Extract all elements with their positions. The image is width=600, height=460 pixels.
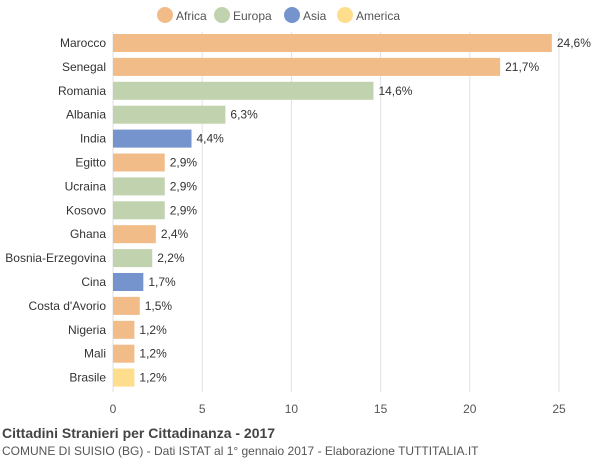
category-label: Romania bbox=[58, 84, 106, 98]
category-label: Ucraina bbox=[65, 179, 107, 193]
category-label: Ghana bbox=[70, 227, 106, 241]
value-label: 2,9% bbox=[170, 203, 198, 217]
bar-cina bbox=[113, 273, 144, 291]
legend-swatch-america bbox=[337, 7, 353, 23]
category-label: Egitto bbox=[75, 156, 106, 170]
bar-brasile bbox=[113, 368, 135, 387]
legend-swatch-africa bbox=[157, 7, 173, 23]
category-label: Senegal bbox=[62, 60, 106, 74]
category-label: Costa d'Avorio bbox=[29, 299, 107, 313]
bar-ghana bbox=[113, 225, 156, 244]
x-tick-label: 15 bbox=[374, 402, 388, 416]
bar-costa-d-avorio bbox=[113, 296, 140, 315]
bar-chart: 0 5 10 15 20 25 Marocco 24,6% Senegal 21,7% Romani… bbox=[5, 7, 591, 416]
value-label: 2,4% bbox=[161, 227, 189, 241]
category-label: India bbox=[80, 132, 106, 146]
chart-subtitle: COMUNE DI SUISIO (BG) - Dati ISTAT al 1°… bbox=[2, 444, 479, 458]
bar-romania bbox=[113, 81, 374, 100]
chart-title: Cittadini Stranieri per Cittadinanza - 2… bbox=[2, 425, 276, 441]
value-label: 4,4% bbox=[196, 132, 224, 146]
bar-nigeria bbox=[113, 320, 135, 339]
legend-label: Europa bbox=[233, 9, 272, 23]
legend-swatch-europa bbox=[214, 7, 230, 23]
category-label: Bosnia-Erzegovina bbox=[5, 251, 106, 265]
legend-label: America bbox=[356, 9, 400, 23]
value-label: 1,7% bbox=[148, 275, 176, 289]
category-label: Kosovo bbox=[66, 203, 106, 217]
value-label: 2,9% bbox=[170, 156, 198, 170]
x-tick-label: 0 bbox=[110, 402, 117, 416]
category-label: Mali bbox=[84, 347, 106, 361]
value-label: 21,7% bbox=[505, 60, 539, 74]
x-tick-label: 5 bbox=[199, 402, 206, 416]
bar-marocco bbox=[113, 34, 552, 52]
bar-egitto bbox=[113, 153, 165, 172]
value-label: 6,3% bbox=[230, 108, 258, 122]
bar-mali bbox=[113, 344, 135, 363]
bar-india bbox=[113, 129, 192, 148]
category-label: Brasile bbox=[69, 371, 106, 385]
category-label: Cina bbox=[81, 275, 106, 289]
x-tick-label: 25 bbox=[552, 402, 566, 416]
bar-bosnia-erzegovina bbox=[113, 249, 153, 268]
legend-label: Africa bbox=[176, 9, 207, 23]
x-tick-label: 10 bbox=[285, 402, 299, 416]
value-label: 1,2% bbox=[139, 323, 167, 337]
category-label: Albania bbox=[66, 108, 106, 122]
bar-ucraina bbox=[113, 177, 165, 196]
value-label: 2,2% bbox=[157, 251, 185, 265]
value-label: 24,6% bbox=[557, 36, 591, 50]
bar-senegal bbox=[113, 57, 501, 76]
category-label: Marocco bbox=[60, 36, 106, 50]
value-label: 1,2% bbox=[139, 347, 167, 361]
legend-swatch-asia bbox=[284, 7, 300, 23]
value-label: 1,5% bbox=[145, 299, 173, 313]
value-label: 2,9% bbox=[170, 179, 198, 193]
bar-albania bbox=[113, 105, 226, 124]
value-label: 14,6% bbox=[378, 84, 412, 98]
bar-kosovo bbox=[113, 201, 165, 220]
category-label: Nigeria bbox=[68, 323, 106, 337]
x-tick-label: 20 bbox=[463, 402, 477, 416]
legend-label: Asia bbox=[303, 9, 327, 23]
value-label: 1,2% bbox=[139, 371, 167, 385]
